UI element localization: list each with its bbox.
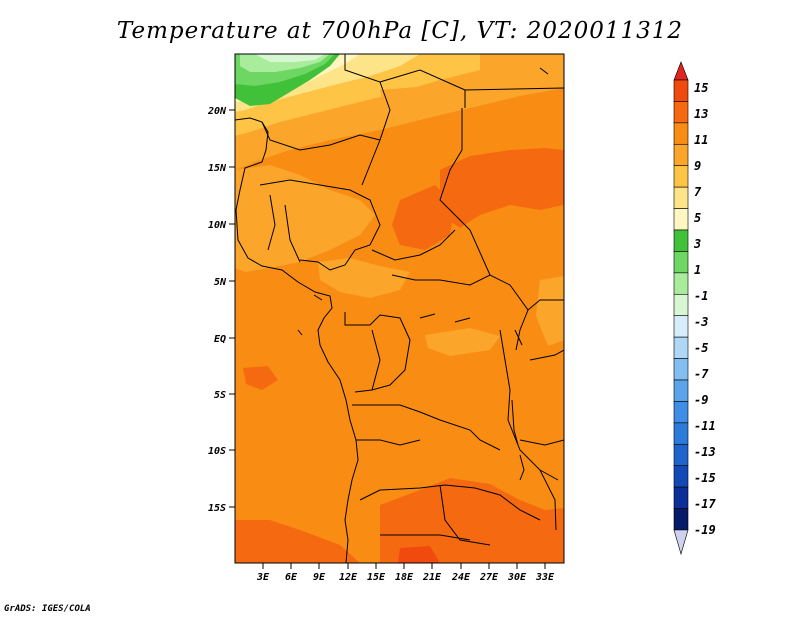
colorbar-label: -19 xyxy=(694,523,716,537)
colorbar-band xyxy=(673,122,689,145)
lon-label-15e: 15E xyxy=(367,572,386,583)
colorbar-band xyxy=(673,379,689,402)
colorbar-label: 9 xyxy=(694,159,701,173)
colorbar-band xyxy=(673,401,689,424)
colorbar-band xyxy=(673,272,689,295)
colorbar-label: 15 xyxy=(694,81,708,95)
colorbar-band xyxy=(673,79,689,102)
colorbar-band xyxy=(673,422,689,445)
lat-label-20n: 20N xyxy=(207,106,227,117)
colorbar-band xyxy=(673,143,689,167)
colorbar-label: -5 xyxy=(694,341,708,355)
lon-label-21e: 21E xyxy=(422,572,442,583)
footer-credit: GrADS: IGES/COLA xyxy=(4,604,91,614)
colorbar-band xyxy=(673,486,689,509)
colorbar-label: -11 xyxy=(694,419,716,433)
lon-label-27e: 27E xyxy=(479,572,499,583)
map-frame xyxy=(234,53,565,564)
colorbar-label: -15 xyxy=(694,471,716,485)
colorbar-label: -13 xyxy=(694,445,716,459)
colorbar-band xyxy=(673,358,689,381)
lat-label-15s: 15S xyxy=(208,503,226,514)
colorbar-label: 13 xyxy=(694,107,708,121)
colorbar-band xyxy=(673,293,689,317)
colorbar-band xyxy=(673,251,689,274)
colorbar-band xyxy=(673,465,689,488)
colorbar-label: 1 xyxy=(694,263,701,277)
lon-label-33e: 33E xyxy=(535,572,555,583)
colorbar-band xyxy=(673,101,689,124)
colorbar-label: 7 xyxy=(694,185,702,199)
lat-label-10s: 10S xyxy=(208,446,226,457)
colorbar-top-arrow xyxy=(673,61,689,81)
map-title: Temperature at 700hPa [C], VT: 202001131… xyxy=(116,18,684,44)
colorbar-band xyxy=(673,229,689,252)
lat-label-15n: 15N xyxy=(208,163,227,174)
longitude-axis: 3E 6E 9E 12E 15E 18E 21E 24E 27E 30E 33E xyxy=(256,563,555,583)
lon-label-9e: 9E xyxy=(313,572,326,583)
lon-label-6e: 6E xyxy=(285,572,298,583)
lat-label-eq: EQ xyxy=(214,334,226,345)
lon-label-12e: 12E xyxy=(339,572,358,583)
colorbar-label: -3 xyxy=(694,315,708,329)
country-borders xyxy=(235,54,564,563)
colorbar-label: -9 xyxy=(694,393,708,407)
colorbar-band xyxy=(673,336,689,359)
colorbar-band xyxy=(673,208,689,231)
colorbar: 15 13 11 9 7 5 3 1 -1 -3 -5 -7 -9 -11 -13 -15 -17 -19 xyxy=(673,61,716,556)
lon-label-3e: 3E xyxy=(256,572,270,583)
lat-label-5n: 5N xyxy=(214,277,227,288)
colorbar-bottom-arrow xyxy=(673,529,689,556)
colorbar-band xyxy=(673,443,689,467)
temperature-field xyxy=(235,54,564,563)
colorbar-label: -7 xyxy=(694,367,709,381)
colorbar-band xyxy=(673,165,689,188)
colorbar-band xyxy=(673,186,689,209)
lon-label-24e: 24E xyxy=(451,572,471,583)
colorbar-band xyxy=(673,508,689,531)
lat-label-5s: 5S xyxy=(214,390,226,401)
colorbar-label: 5 xyxy=(694,211,701,225)
lon-label-30e: 30E xyxy=(507,572,527,583)
lat-label-10n: 10N xyxy=(208,220,227,231)
colorbar-label: -17 xyxy=(694,497,716,511)
colorbar-label: 11 xyxy=(694,133,708,147)
colorbar-band xyxy=(673,315,689,338)
colorbar-label: 3 xyxy=(693,237,701,251)
latitude-axis: 20N 15N 10N 5N EQ 5S 10S 15S xyxy=(207,106,235,514)
colorbar-label: -1 xyxy=(694,289,708,303)
lon-label-18e: 18E xyxy=(395,572,414,583)
